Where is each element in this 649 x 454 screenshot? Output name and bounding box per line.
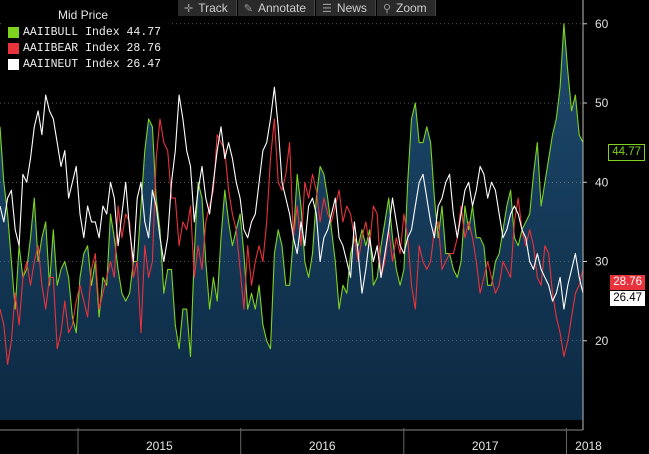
pencil-icon: ✎ (243, 2, 253, 15)
y-tick-label: 20 (595, 334, 609, 348)
zoom-button[interactable]: ⚲ Zoom (376, 0, 436, 16)
annotate-label: Annotate (258, 1, 307, 15)
legend: Mid Price AAIIBULL Index 44.77 AAIIBEAR … (4, 6, 172, 74)
x-tick-label: 2017 (472, 439, 499, 453)
annotate-button[interactable]: ✎ Annotate (237, 0, 316, 16)
chart-toolbar: ✛ Track ✎ Annotate ☰ News ⚲ Zoom (178, 0, 436, 16)
x-tick-label: 2018 (575, 439, 602, 453)
bull-area-layer (0, 23, 583, 421)
zoom-label: Zoom (396, 1, 427, 15)
y-tick-label: 30 (595, 255, 609, 269)
last-value-badge-bull: 44.77 (608, 144, 645, 161)
legend-item-bear[interactable]: AAIIBEAR Index 28.76 (8, 40, 168, 56)
news-icon: ☰ (322, 2, 332, 15)
series-line-bear (0, 118, 584, 366)
x-tick-label: 2016 (309, 439, 336, 453)
magnifier-icon: ⚲ (382, 2, 391, 15)
series-lines (0, 23, 584, 366)
series-area-bull (0, 23, 583, 421)
x-tick-label: 2015 (146, 439, 173, 453)
legend-label-bear: AAIIBEAR Index 28.76 (23, 41, 162, 55)
track-label: Track (198, 1, 228, 15)
y-tick-label: 50 (595, 96, 609, 110)
legend-item-neut[interactable]: AAIINEUT Index 26.47 (8, 56, 168, 72)
y-tick-label: 60 (595, 17, 609, 31)
crosshair-icon: ✛ (184, 2, 194, 15)
track-button[interactable]: ✛ Track (178, 0, 237, 16)
legend-item-bull[interactable]: AAIIBULL Index 44.77 (8, 24, 168, 40)
legend-label-neut: AAIINEUT Index 26.47 (23, 57, 162, 71)
legend-label-bull: AAIIBULL Index 44.77 (23, 25, 162, 39)
x-axis-band (0, 430, 649, 454)
legend-title: Mid Price (58, 8, 109, 22)
news-label: News (336, 1, 367, 15)
legend-swatch-bull (8, 26, 19, 38)
last-value-badge-neut: 26.47 (610, 291, 645, 306)
legend-swatch-neut (8, 58, 19, 70)
legend-swatch-bear (8, 42, 19, 54)
news-button[interactable]: ☰ News (316, 0, 376, 16)
series-line-neut (0, 86, 584, 310)
y-tick-label: 40 (595, 175, 609, 189)
last-value-badge-bear: 28.76 (610, 275, 645, 290)
